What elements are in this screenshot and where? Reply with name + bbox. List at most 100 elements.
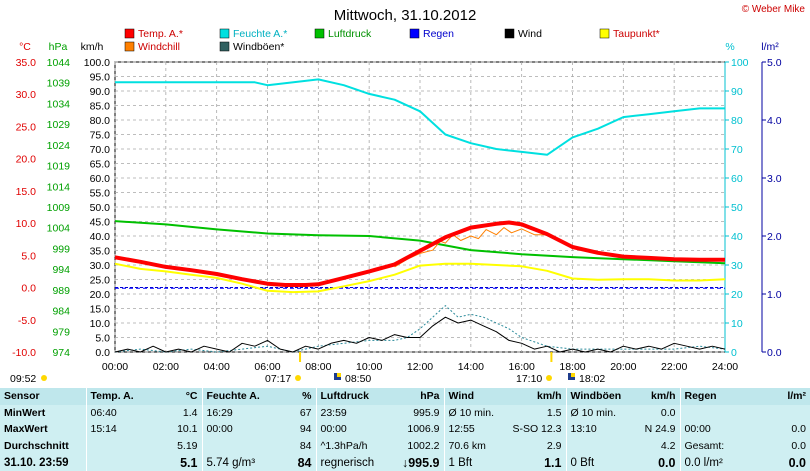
legend-swatch xyxy=(124,41,135,52)
sun-time-label: 17:10 xyxy=(516,373,542,385)
stats-cell: S-SO 12.3 xyxy=(512,423,562,436)
stats-cell: 15:14 xyxy=(85,421,146,438)
stats-cell: 5.1 xyxy=(180,455,198,470)
series-line xyxy=(114,220,725,287)
y-tick-label: 1039 xyxy=(47,78,71,90)
y-tick-label: 979 xyxy=(52,326,70,338)
legend-label: Windchill xyxy=(138,41,180,53)
stats-cell: 31.10. 23:59 xyxy=(4,456,69,469)
legend-swatch xyxy=(219,41,230,52)
y-tick-label: -10.0 xyxy=(12,347,36,359)
y-tick-label: 2.0 xyxy=(767,231,782,243)
y-tick-label: 80.0 xyxy=(90,115,111,127)
x-tick-label: 04:00 xyxy=(204,361,230,373)
stats-header-row: Sensor Temp. A. °C Feuchte A. % Luftdruc… xyxy=(0,388,810,405)
y-tick-label: 0.0 xyxy=(21,283,36,295)
stats-header: Luftdruck xyxy=(315,388,384,405)
stats-cell: 00:00 xyxy=(315,421,384,438)
legend-swatch xyxy=(314,28,325,39)
stats-header: % xyxy=(270,388,316,405)
stats-cell: 1.4 xyxy=(182,406,198,419)
sun-icon xyxy=(41,375,47,381)
y-tick-label: 10 xyxy=(731,318,743,330)
stats-cell: 23:59 xyxy=(315,404,384,422)
axis-unit-label: hPa xyxy=(49,41,68,53)
stats-cell: MaxWert xyxy=(4,423,48,436)
stats-cell: 84 xyxy=(299,440,312,453)
y-tick-label: 75.0 xyxy=(90,130,111,142)
stats-header: °C xyxy=(146,388,202,405)
stats-cell: 12:55 xyxy=(443,421,508,438)
sun-time-label: 07:17 xyxy=(265,373,291,385)
y-tick-label: 50 xyxy=(731,202,743,214)
stats-cell xyxy=(201,437,270,455)
axis-unit-label: km/h xyxy=(81,41,104,53)
legend-label: Taupunkt* xyxy=(613,28,660,40)
legend-label: Temp. A.* xyxy=(138,28,183,40)
stats-cell: 94 xyxy=(299,423,312,436)
y-tick-label: 90 xyxy=(731,86,743,98)
series-line xyxy=(114,220,726,265)
y-tick-label: 20 xyxy=(731,289,743,301)
y-tick-label: 90.0 xyxy=(90,86,111,98)
series-line xyxy=(394,227,548,268)
legend-label: Wind xyxy=(518,28,542,40)
axis-unit-label: °C xyxy=(19,41,31,53)
x-tick-label: 24:00 xyxy=(712,361,738,373)
stats-header: km/h xyxy=(622,388,680,405)
y-tick-label: 0.0 xyxy=(95,347,110,359)
stats-cell: 84 xyxy=(297,455,312,470)
stats-cell: Gesamt: xyxy=(679,437,746,455)
y-tick-label: 60.0 xyxy=(90,173,111,185)
y-tick-label: 70 xyxy=(731,144,743,156)
weather-chart: Mittwoch, 31.10.2012 © Weber Mike Temp. A.… xyxy=(10,4,805,385)
sun-time-label: 09:52 xyxy=(10,373,36,385)
y-tick-label: 95.0 xyxy=(90,72,111,84)
x-tick-label: 10:00 xyxy=(356,361,382,373)
legend-swatch xyxy=(219,28,230,39)
y-tick-label: 30 xyxy=(731,260,743,272)
y-tick-label: 40 xyxy=(731,231,743,243)
axis-unit-label: l/m² xyxy=(761,41,779,53)
y-tick-label: 1044 xyxy=(47,57,71,69)
stats-cell: 70.6 km xyxy=(443,437,508,455)
stats-cell: Ø 10 min. xyxy=(565,404,622,422)
y-tick-label: 30.0 xyxy=(16,89,37,101)
axis-unit-label: % xyxy=(725,41,734,53)
stats-cell: 995.9 xyxy=(413,406,440,419)
y-tick-label: 999 xyxy=(52,243,70,255)
y-tick-label: 80 xyxy=(731,115,743,127)
y-tick-label: 60 xyxy=(731,173,743,185)
y-tick-label: 989 xyxy=(52,285,70,297)
y-tick-label: 1024 xyxy=(47,140,71,152)
stats-cell: 16:29 xyxy=(201,404,270,422)
y-tick-label: 3.0 xyxy=(767,173,782,185)
stats-header: Feuchte A. xyxy=(201,388,270,405)
stats-header: hPa xyxy=(384,388,444,405)
stats-cell: Durchschnitt xyxy=(4,440,69,453)
stats-cell: 0.0 l/m² xyxy=(679,454,746,471)
y-tick-label: 40.0 xyxy=(90,231,111,243)
stats-cell xyxy=(565,437,622,455)
y-tick-label: 85.0 xyxy=(90,101,111,113)
y-tick-label: 45.0 xyxy=(90,217,111,229)
stats-cell: 0.0 xyxy=(660,406,676,419)
stats-cell: 06:40 xyxy=(85,404,146,422)
stats-cell: Ø 10 min. xyxy=(443,404,508,422)
y-tick-label: 1014 xyxy=(47,181,71,193)
stats-cell: 10.1 xyxy=(177,423,198,436)
stats-header: km/h xyxy=(508,388,566,405)
y-tick-label: 1029 xyxy=(47,119,71,131)
stats-cell: 0.0 xyxy=(791,423,806,436)
stats-cell: 0.0 xyxy=(788,455,806,470)
y-tick-label: 15.0 xyxy=(90,304,111,316)
stats-header: l/m² xyxy=(746,388,810,405)
x-tick-label: 12:00 xyxy=(407,361,433,373)
y-tick-label: 994 xyxy=(52,264,70,276)
legend-label: Luftdruck xyxy=(328,28,372,40)
stats-cell: 0 Bft xyxy=(565,454,622,471)
legend-swatch xyxy=(599,28,610,39)
stats-cell: 0.0 xyxy=(658,455,676,470)
stats-cell xyxy=(746,405,810,422)
y-tick-label: 35.0 xyxy=(16,57,37,69)
